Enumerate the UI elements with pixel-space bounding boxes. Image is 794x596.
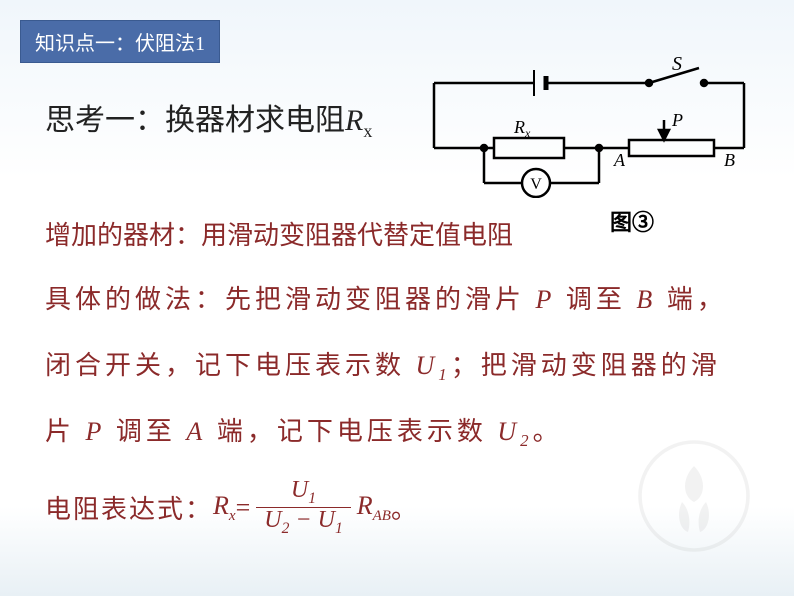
formula-prefix: 电阻表达式： bbox=[45, 489, 213, 526]
var-p: P bbox=[536, 285, 556, 314]
var-u1: U1 bbox=[416, 351, 451, 380]
resistance-formula: 电阻表达式： Rx = U1 U2 − U1 RAB 。 bbox=[45, 478, 417, 537]
text: 调至 bbox=[105, 417, 186, 446]
topic-badge: 知识点一：伏阻法1 bbox=[20, 20, 220, 63]
question-line: 思考一：换器材求电阻Rx bbox=[45, 95, 372, 142]
var-u2: U2 bbox=[497, 417, 532, 446]
text: 闭合开关，记下电压表示数 bbox=[45, 351, 416, 380]
question-symbol: R bbox=[345, 104, 363, 137]
var-a: A bbox=[186, 417, 206, 446]
formula-rhs: RAB bbox=[357, 491, 391, 525]
figure-label: 图③ bbox=[610, 205, 654, 237]
text: 。 bbox=[533, 417, 563, 446]
procedure-line-2: 闭合开关，记下电压表示数 U1；把滑动变阻器的滑 bbox=[45, 348, 765, 387]
question-subscript: x bbox=[363, 121, 372, 141]
text: ；把滑动变阻器的滑 bbox=[451, 351, 721, 380]
denominator: U2 − U1 bbox=[256, 508, 350, 537]
node-b-label: B bbox=[724, 150, 735, 170]
procedure-line-1: 具体的做法：先把滑动变阻器的滑片 P 调至 B 端， bbox=[45, 282, 765, 318]
switch-label: S bbox=[672, 53, 682, 75]
text: 端，记下电压表示数 bbox=[206, 417, 497, 446]
var-b: B bbox=[636, 285, 656, 314]
circuit-diagram: S Rx P A B V bbox=[414, 48, 764, 198]
formula-eq: = bbox=[236, 493, 251, 523]
node-a-label: A bbox=[613, 150, 626, 170]
voltmeter-label: V bbox=[530, 176, 542, 193]
added-equipment-line: 增加的器材：用滑动变阻器代替定值电阻 bbox=[45, 215, 513, 252]
text: 具体的做法：先把滑动变阻器的滑片 bbox=[45, 285, 536, 314]
text: 调至 bbox=[555, 285, 636, 314]
formula-fraction: U1 U2 − U1 bbox=[256, 478, 350, 537]
formula-lhs: Rx bbox=[213, 491, 236, 525]
text: 片 bbox=[45, 417, 86, 446]
slider-label: P bbox=[671, 110, 683, 130]
numerator: U1 bbox=[283, 478, 324, 507]
watermark-icon bbox=[634, 436, 754, 556]
rx-label: Rx bbox=[513, 117, 531, 140]
text: 端， bbox=[656, 285, 727, 314]
var-p: P bbox=[86, 417, 106, 446]
formula-suffix: 。 bbox=[391, 489, 417, 526]
question-text: 思考一：换器材求电阻 bbox=[45, 104, 345, 137]
